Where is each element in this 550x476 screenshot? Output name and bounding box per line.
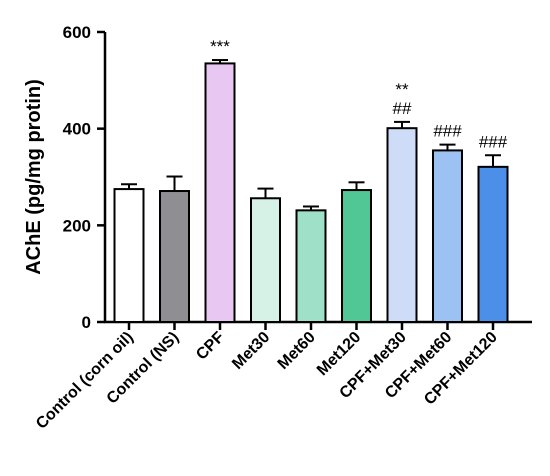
bar [113,188,145,323]
y-tick-label: 400 [63,120,91,139]
y-tick-label: 200 [63,216,91,235]
x-tick-label: Met30 [229,329,273,373]
bar [159,190,190,323]
y-tick-label: 0 [82,313,91,332]
significance-label: ### [433,122,462,141]
bar [295,209,327,324]
bar [386,127,418,323]
x-ticks: Control (corn oil)Control (NS) CPF Met30 Me… [33,322,501,433]
x-tick-label: CPF [193,329,228,364]
bar [432,149,463,323]
y-axis-label: AChE (pg/mg protin) [23,79,45,275]
y-ticks: 0 200 400 600 [63,23,105,332]
bar [204,62,236,324]
bar [477,165,509,323]
significance-label: *** [210,37,230,56]
significance-label: ### [479,132,508,151]
significance-label: ** [395,80,409,99]
bar [250,197,281,323]
significance-label: ## [393,99,412,118]
y-tick-label: 600 [63,23,91,42]
bars [113,62,509,324]
error-bars [121,59,501,211]
significance-annotations: *****######## [210,37,508,151]
bar [341,189,372,323]
x-tick-label: Met60 [275,329,319,373]
